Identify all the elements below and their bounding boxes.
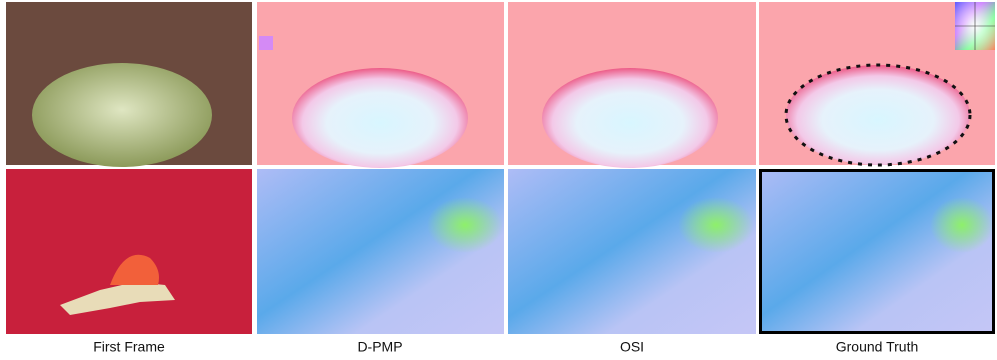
flow-ground-truth [759, 2, 995, 165]
flow-osi [508, 2, 756, 168]
column-label: First Frame [93, 339, 165, 355]
flow-d-pmp [257, 2, 504, 168]
row-1 [6, 2, 995, 168]
flow-ground-truth [759, 169, 995, 334]
row-2 [6, 169, 995, 334]
flow-osi [508, 169, 756, 334]
column-label: OSI [620, 339, 644, 355]
flow-d-pmp [257, 169, 504, 334]
photo-shirt [6, 169, 252, 334]
hydrangea [32, 63, 212, 167]
column-label: Ground Truth [836, 339, 919, 355]
figure: First Frame D-PMP OSI Ground Truth [0, 0, 997, 360]
column-label: D-PMP [357, 339, 402, 355]
